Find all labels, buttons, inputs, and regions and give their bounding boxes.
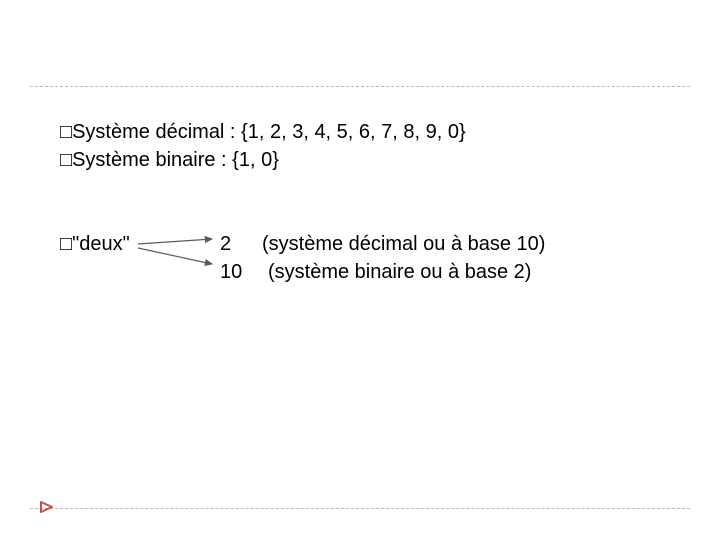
top-divider <box>30 86 690 87</box>
bottom-divider <box>30 508 690 509</box>
number-column: 2 10 <box>220 230 242 286</box>
arrow-line-2 <box>138 248 212 264</box>
deux-text: "deux" <box>72 233 130 255</box>
bullet-prefix: Système <box>72 149 150 171</box>
bullet-item-decimal: □Système décimal : {1, 2, 3, 4, 5, 6, 7,… <box>60 118 466 146</box>
square-bullet-icon: □ <box>60 230 72 258</box>
desc-decimal: (système décimal ou à base 10) <box>262 230 545 258</box>
description-column: (système décimal ou à base 10) (système … <box>262 230 545 286</box>
arrow-line-1 <box>138 239 212 244</box>
bullet-rest: binaire : {1, 0} <box>150 149 279 171</box>
bullet-rest: décimal : {1, 2, 3, 4, 5, 6, 7, 8, 9, 0} <box>150 121 466 143</box>
num-binary: 10 <box>220 258 242 286</box>
num-decimal: 2 <box>220 230 242 258</box>
slide: □Système décimal : {1, 2, 3, 4, 5, 6, 7,… <box>0 0 720 540</box>
square-bullet-icon: □ <box>60 146 72 174</box>
desc-binary: (système binaire ou à base 2) <box>262 258 545 286</box>
bullet-prefix: Système <box>72 121 150 143</box>
bullet-list: □Système décimal : {1, 2, 3, 4, 5, 6, 7,… <box>60 118 466 174</box>
bullet-item-binaire: □Système binaire : {1, 0} <box>60 146 466 174</box>
deux-label: □"deux" <box>60 230 130 258</box>
deux-label-block: □"deux" <box>60 230 130 258</box>
square-bullet-icon: □ <box>60 118 72 146</box>
footer-marker-icon <box>40 500 54 518</box>
